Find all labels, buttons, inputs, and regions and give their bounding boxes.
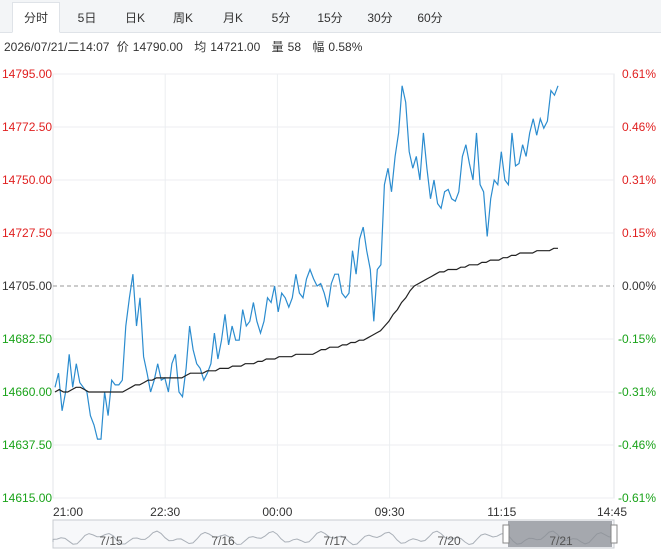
y-tick-left: 14660.00 xyxy=(2,385,52,399)
tab-intraday[interactable]: 分时 xyxy=(12,2,60,33)
navigator-date-label: 7/15 xyxy=(99,534,123,548)
y-tick-left: 14795.00 xyxy=(2,67,52,81)
navigator-date-label: 7/17 xyxy=(323,534,347,548)
x-tick-label: 11:15 xyxy=(487,505,516,519)
x-tick-label: 09:30 xyxy=(375,505,405,519)
tab-daily-k[interactable]: 日K xyxy=(124,11,145,25)
price-line xyxy=(54,85,559,440)
tab-5-day[interactable]: 5日 xyxy=(77,11,97,25)
tab-monthly-k[interactable]: 月K xyxy=(222,11,243,25)
y-tick-right: 0.46% xyxy=(622,120,656,134)
period-tab-bar: 分时 5日 日K 周K 月K 5分 15分 30分 60分 xyxy=(0,0,661,33)
y-tick-left: 14750.00 xyxy=(2,173,52,187)
average-price-line xyxy=(54,247,558,393)
y-tick-right: 0.00% xyxy=(622,279,656,293)
tab-60-min[interactable]: 60分 xyxy=(417,11,443,25)
price-label: 价 xyxy=(116,40,129,54)
x-tick-label: 00:00 xyxy=(262,505,292,519)
quote-datetime: 2026/07/21/二14:07 xyxy=(4,40,110,54)
y-tick-right: -0.46% xyxy=(618,438,656,452)
y-tick-right: 0.15% xyxy=(622,226,656,240)
tab-5-min[interactable]: 5分 xyxy=(271,11,291,25)
volume-value: 58 xyxy=(287,40,301,54)
navigator-handle-left[interactable] xyxy=(502,524,510,544)
tab-30-min[interactable]: 30分 xyxy=(367,11,393,25)
tab-15-min[interactable]: 15分 xyxy=(317,11,343,25)
avg-value: 14721.00 xyxy=(210,40,261,54)
navigator-selection[interactable] xyxy=(508,521,612,547)
y-tick-right: -0.61% xyxy=(618,491,656,505)
x-tick-label: 21:00 xyxy=(53,505,83,519)
intraday-chart[interactable]: 14795.00 0.61% 14772.50 0.46% 14750.00 0.31% 1… xyxy=(0,60,661,549)
tab-weekly-k[interactable]: 周K xyxy=(172,11,193,25)
y-tick-left: 14727.50 xyxy=(2,226,52,240)
y-tick-left: 14705.00 xyxy=(2,279,52,293)
volume-label: 量 xyxy=(271,40,284,54)
y-tick-right: -0.31% xyxy=(618,385,656,399)
navigator-date-label: 7/21 xyxy=(549,534,573,548)
navigator-date-label: 7/20 xyxy=(437,534,461,548)
change-label: 幅 xyxy=(312,40,325,54)
avg-label: 均 xyxy=(194,40,207,54)
y-tick-left: 14682.50 xyxy=(2,332,52,346)
x-tick-label: 14:45 xyxy=(597,505,627,519)
navigator-handle-right[interactable] xyxy=(610,524,618,544)
navigator-date-label: 7/16 xyxy=(211,534,235,548)
y-tick-left: 14615.00 xyxy=(2,491,52,505)
y-tick-right: 0.61% xyxy=(622,67,656,81)
y-tick-left: 14637.50 xyxy=(2,438,52,452)
y-tick-right: 0.31% xyxy=(622,173,656,187)
y-tick-left: 14772.50 xyxy=(2,120,52,134)
change-value: 0.58% xyxy=(328,40,363,54)
x-tick-label: 22:30 xyxy=(150,505,180,519)
y-tick-right: -0.15% xyxy=(618,332,656,346)
price-value: 14790.00 xyxy=(132,40,183,54)
